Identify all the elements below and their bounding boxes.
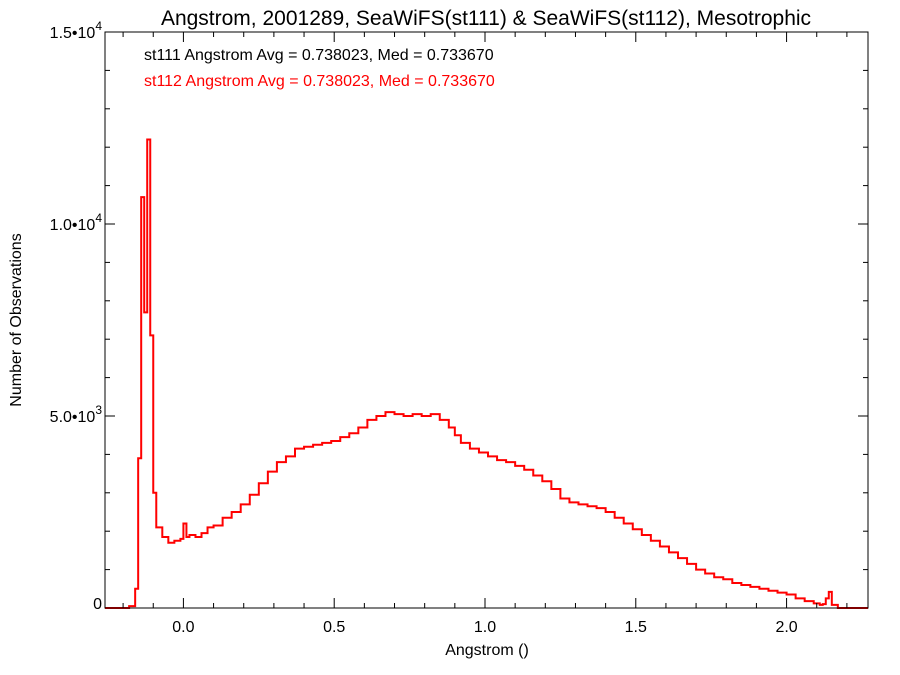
y-tick-label: 0: [93, 596, 102, 613]
x-tick-label: 0.5: [323, 619, 345, 636]
y-axis-label: Number of Observations: [8, 233, 25, 406]
y-axis-ticks: 0 5.0•103 1.0•104 1.5•104: [50, 19, 868, 613]
x-axis-ticks: 0.0 0.5 1.0 1.5 2.0: [122, 32, 848, 636]
series-layer: [105, 138, 868, 609]
x-tick-label: 0.0: [172, 619, 194, 636]
y-tick-label: 1.0•104: [50, 211, 103, 234]
y-tick-label: 5.0•103: [50, 403, 103, 426]
stats-line-1: st111 Angstrom Avg = 0.738023, Med = 0.7…: [144, 47, 494, 64]
x-tick-label: 1.5: [625, 619, 647, 636]
stats-line-2: st112 Angstrom Avg = 0.738023, Med = 0.7…: [144, 73, 495, 90]
chart-title: Angstrom, 2001289, SeaWiFS(st111) & SeaW…: [161, 7, 811, 30]
x-tick-label: 2.0: [775, 619, 797, 636]
stats-annotations: st111 Angstrom Avg = 0.738023, Med = 0.7…: [144, 47, 495, 90]
y-tick-label: 1.5•104: [50, 19, 103, 42]
series-line-0: [105, 138, 868, 609]
plot-frame: [104, 31, 869, 609]
x-axis-label: Angstrom (): [445, 642, 529, 659]
x-tick-label: 1.0: [474, 619, 496, 636]
